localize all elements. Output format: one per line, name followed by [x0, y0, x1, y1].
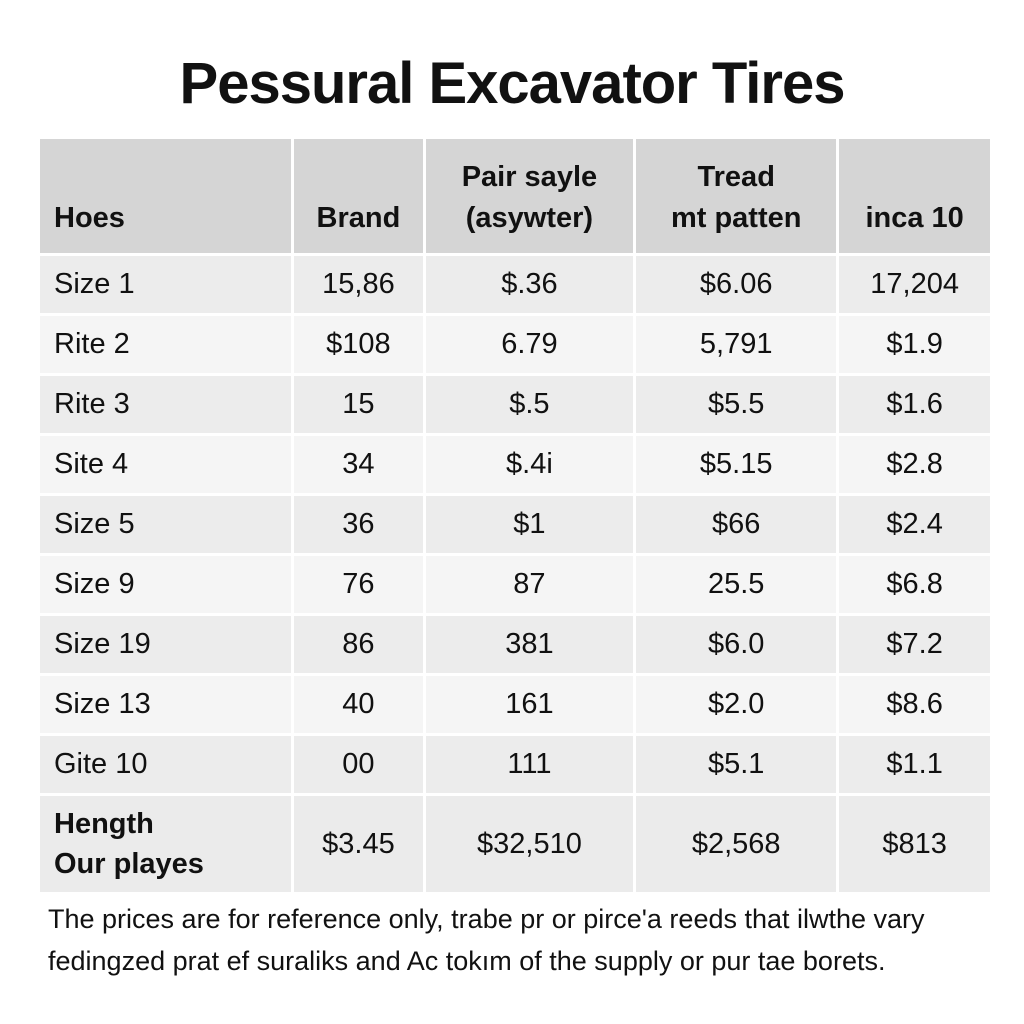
page-title: Pessural Excavator Tires — [179, 51, 846, 116]
header-row: Hoes Brand Pair sayle (asywter) Tread mt p… — [40, 139, 990, 253]
table-cell: 5,791 — [636, 316, 837, 373]
table-cell: 76 — [294, 556, 423, 613]
table-cell: $1.9 — [839, 316, 990, 373]
table-cell: $1.1 — [839, 736, 990, 793]
footnote: The prices are for reference only, trabe… — [48, 904, 925, 976]
table-cell: $8.6 — [839, 676, 990, 733]
total-row: Hength Our playes $3.45 $32,510 $2,568 $813 — [40, 796, 990, 892]
table-cell: $5.5 — [636, 376, 837, 433]
header-cell: Tread mt patten — [636, 139, 837, 253]
total-cell: Hength Our playes — [40, 796, 292, 892]
table-cell: $6.0 — [636, 616, 837, 673]
table-cell: $6.8 — [839, 556, 990, 613]
table-cell: $1.6 — [839, 376, 990, 433]
table-cell: $5.15 — [636, 436, 837, 493]
table-cell: $.4i — [425, 436, 634, 493]
header-cell: Brand — [294, 139, 423, 253]
table-cell: 15 — [294, 376, 423, 433]
header-cell: Pair sayle (asywter) — [425, 139, 634, 253]
table-cell: $7.2 — [839, 616, 990, 673]
table-row: Size 5 36 $1 $66 $2.4 — [40, 496, 990, 553]
table-cell: 6.79 — [425, 316, 634, 373]
table-cell: $66 — [636, 496, 837, 553]
table-cell: 25.5 — [636, 556, 837, 613]
table-cell: $.36 — [425, 256, 634, 313]
table-cell: Rite 2 — [40, 316, 292, 373]
table-cell: $2.0 — [636, 676, 837, 733]
table-cell: Size 5 — [40, 496, 292, 553]
table-row: Size 19 86 381 $6.0 $7.2 — [40, 616, 990, 673]
total-cell: $3.45 — [294, 796, 423, 892]
table-cell: $.5 — [425, 376, 634, 433]
table-cell: Size 13 — [40, 676, 292, 733]
total-cell: $32,510 — [425, 796, 634, 892]
table-cell: 111 — [425, 736, 634, 793]
table-cell: 86 — [294, 616, 423, 673]
table-cell: $1 — [425, 496, 634, 553]
table-row: Site 4 34 $.4i $5.15 $2.8 — [40, 436, 990, 493]
table-cell: $2.8 — [839, 436, 990, 493]
header-cell: inca 10 — [839, 139, 990, 253]
table-cell: $108 — [294, 316, 423, 373]
table-cell: 381 — [425, 616, 634, 673]
table-cell: 34 — [294, 436, 423, 493]
table-cell: Rite 3 — [40, 376, 292, 433]
table-cell: Size 1 — [40, 256, 292, 313]
table-cell: 00 — [294, 736, 423, 793]
table-row: Size 1 15,86 $.36 $6.06 17,204 — [40, 256, 990, 313]
table-cell: Size 9 — [40, 556, 292, 613]
table-row: Rite 2 $108 6.79 5,791 $1.9 — [40, 316, 990, 373]
table-row: Size 13 40 161 $2.0 $8.6 — [40, 676, 990, 733]
table-row: Rite 3 15 $.5 $5.5 $1.6 — [40, 376, 990, 433]
table-cell: $6.06 — [636, 256, 837, 313]
table-row: Gite 10 00 111 $5.1 $1.1 — [40, 736, 990, 793]
total-cell: $813 — [839, 796, 990, 892]
table-cell: $5.1 — [636, 736, 837, 793]
table-cell: 161 — [425, 676, 634, 733]
table-cell: $2.4 — [839, 496, 990, 553]
table-cell: 15,86 — [294, 256, 423, 313]
table-cell: 17,204 — [839, 256, 990, 313]
total-cell: $2,568 — [636, 796, 837, 892]
table-row: Size 9 76 87 25.5 $6.8 — [40, 556, 990, 613]
table-cell: Size 19 — [40, 616, 292, 673]
price-table: Hoes Brand Pair sayle (asywter) Tread mt p… — [37, 136, 993, 895]
table-cell: 87 — [425, 556, 634, 613]
header-cell: Hoes — [40, 139, 292, 253]
table-cell: 36 — [294, 496, 423, 553]
table-cell: Gite 10 — [40, 736, 292, 793]
table-cell: Site 4 — [40, 436, 292, 493]
table-cell: 40 — [294, 676, 423, 733]
